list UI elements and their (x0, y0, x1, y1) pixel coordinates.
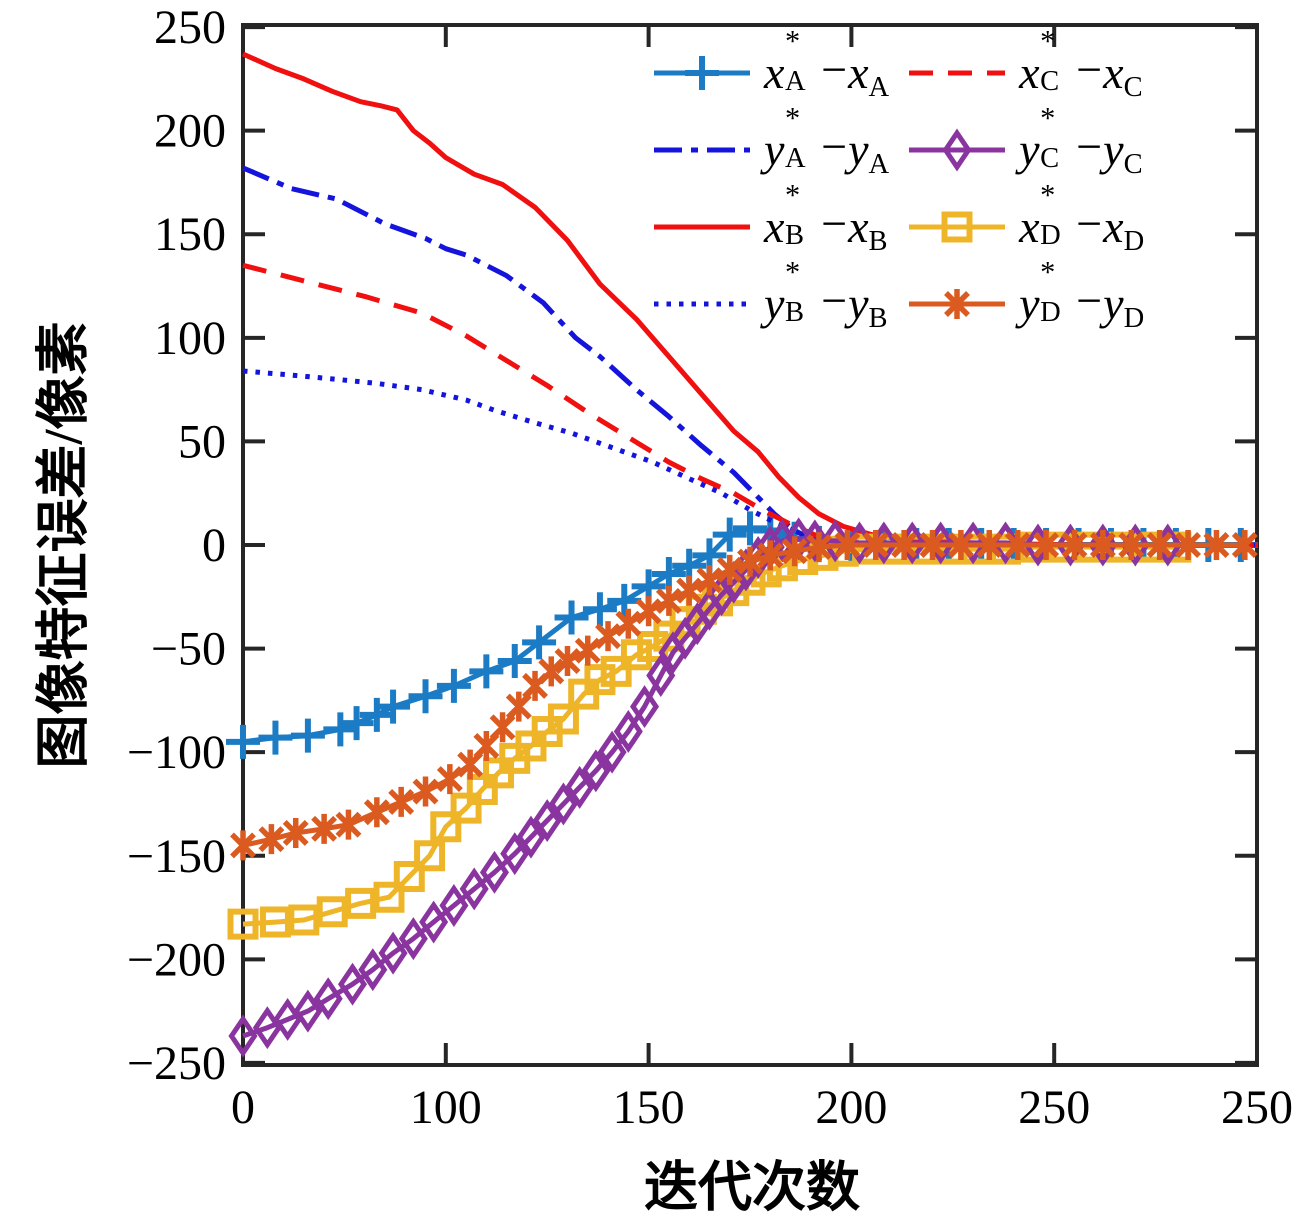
legend-label: x * D −xD (1019, 178, 1145, 258)
y-tick-label: −100 (127, 726, 226, 779)
x-tick-label: 0 (231, 1081, 255, 1134)
x-tick-label: 250 (1018, 1081, 1090, 1134)
legend-swatch (654, 224, 750, 229)
legend-entry-xC: x * C −xC (907, 24, 1144, 111)
series-line-yC (242, 536, 1168, 1039)
legend-label: y * A −yA (764, 101, 890, 181)
series-line-xD (242, 544, 1176, 927)
legend-swatch (909, 211, 1006, 242)
legend-entry-xA: x * A −xA (652, 24, 890, 111)
legend-swatch (654, 301, 750, 306)
legend-entry-xD: x * D −xD (907, 178, 1145, 265)
y-tick-label: 150 (154, 208, 226, 261)
legend-asterisk-marker-icon (944, 288, 971, 319)
y-tick-label: 250 (154, 1, 226, 54)
legend-diamond-marker-icon (942, 128, 972, 171)
y-tick-label: −250 (127, 1037, 226, 1090)
legend-entry-yD: y * D −yD (907, 255, 1145, 342)
y-tick-label: 200 (154, 105, 226, 158)
legend-swatch (909, 70, 1006, 75)
x-axis-label: 迭代次数 (644, 1157, 860, 1218)
legend-label: y * D −yD (1019, 255, 1145, 335)
series-markers-yC-diamond-marker (228, 517, 1183, 1058)
x-tick-label: 250 (1221, 1081, 1293, 1134)
legend: x * A −xA y * A −yA x * B −xB y * B −yB x * C −xC y * C −y… (652, 24, 1145, 342)
series-line-yA (242, 165, 1257, 548)
y-tick-label: 50 (178, 415, 226, 468)
y-tick-label: 100 (154, 312, 226, 365)
legend-swatch (654, 55, 750, 90)
legend-label: x * A −xA (764, 24, 890, 104)
legend-entry-yB: y * B −yB (652, 255, 889, 342)
y-tick-label: −150 (127, 830, 226, 883)
legend-entry-yA: y * A −yA (652, 101, 890, 188)
series-markers-yD-asterisk-marker (230, 530, 1258, 861)
legend-entry-xB: x * B −xB (652, 178, 889, 265)
x-tick-label: 150 (613, 1081, 685, 1134)
series-line-yB (242, 368, 1257, 548)
legend-label: y * B −yB (764, 255, 888, 335)
legend-swatch (909, 128, 1006, 171)
legend-label: x * C −xC (1019, 24, 1143, 104)
y-tick-label: −50 (151, 623, 226, 676)
x-tick-label: 200 (815, 1081, 887, 1134)
y-tick-label: −200 (127, 933, 226, 986)
y-tick-label: 0 (202, 519, 226, 572)
x-tick-label: 100 (410, 1081, 482, 1134)
legend-swatch (654, 147, 750, 152)
y-axis-label: 图像特征误差/像素 (33, 321, 94, 769)
legend-swatch (909, 288, 1006, 319)
legend-plus-marker-icon (685, 55, 719, 90)
legend-entry-yC: y * C −yC (907, 101, 1144, 188)
series-line-xB (241, 51, 1257, 548)
legend-square-marker-icon (941, 211, 973, 242)
legend-label: y * C −yC (1019, 101, 1143, 181)
legend-label: x * B −xB (764, 178, 888, 258)
